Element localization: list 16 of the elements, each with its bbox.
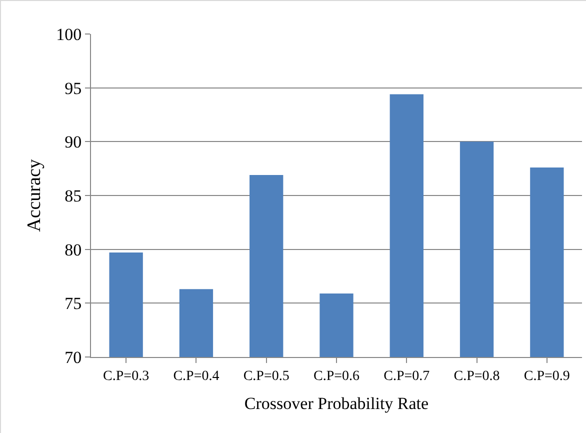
x-tick-label: C.P=0.5 bbox=[243, 368, 290, 384]
x-tick-label: C.P=0.7 bbox=[384, 368, 430, 384]
x-tick-label: C.P=0.3 bbox=[103, 368, 150, 384]
y-tick-label: 80 bbox=[64, 240, 82, 260]
x-tick-label: C.P=0.6 bbox=[313, 368, 360, 384]
x-tick-label: C.P=0.9 bbox=[524, 368, 570, 384]
y-axis-title: Accuracy bbox=[24, 158, 45, 232]
x-tick-label: C.P=0.8 bbox=[454, 368, 500, 384]
x-tick-label: C.P=0.4 bbox=[173, 368, 220, 384]
y-tick-label: 85 bbox=[64, 186, 82, 206]
y-tick-label: 100 bbox=[56, 24, 82, 44]
y-tick-label: 70 bbox=[64, 348, 82, 367]
y-tick-label: 95 bbox=[64, 78, 82, 98]
y-tick-label: 75 bbox=[64, 294, 82, 314]
y-tick-label: 90 bbox=[64, 132, 82, 152]
x-axis-title: Crossover Probability Rate bbox=[244, 394, 429, 414]
